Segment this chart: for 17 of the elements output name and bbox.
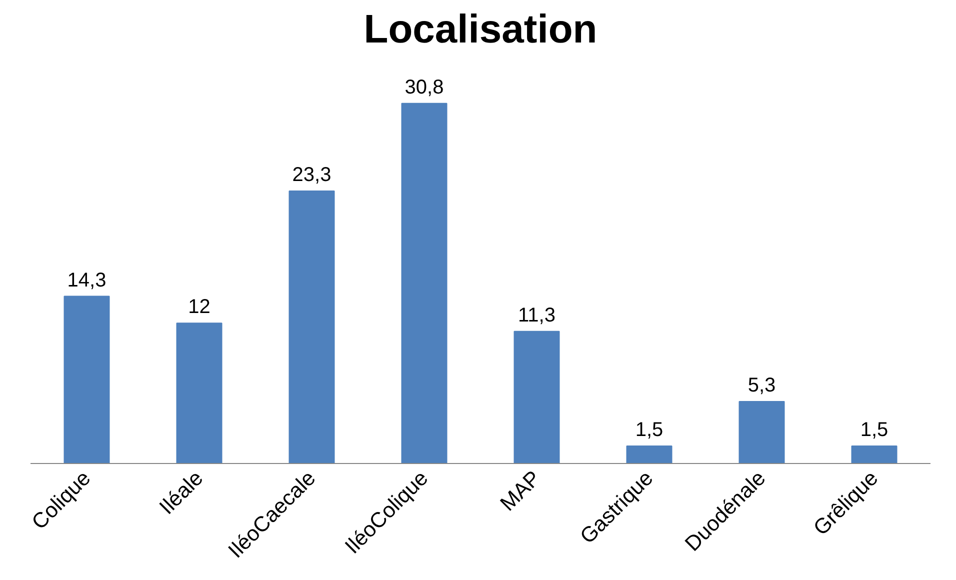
bar (176, 322, 222, 464)
data-label: 14,3 (67, 269, 106, 292)
data-label: 12 (188, 296, 210, 318)
bar (288, 190, 335, 464)
data-label: 1,5 (635, 418, 664, 441)
data-label: 11,3 (518, 304, 556, 326)
bar (401, 102, 448, 464)
data-label: 5,3 (748, 374, 776, 397)
data-label: 23,3 (292, 164, 332, 186)
bar (738, 401, 785, 464)
chart-title: Localisation (364, 8, 598, 52)
data-label: 30,8 (404, 76, 444, 98)
bar (64, 296, 110, 464)
data-label: 1,5 (860, 418, 888, 441)
bar (851, 445, 898, 464)
bar (514, 330, 560, 464)
bar (626, 445, 672, 464)
